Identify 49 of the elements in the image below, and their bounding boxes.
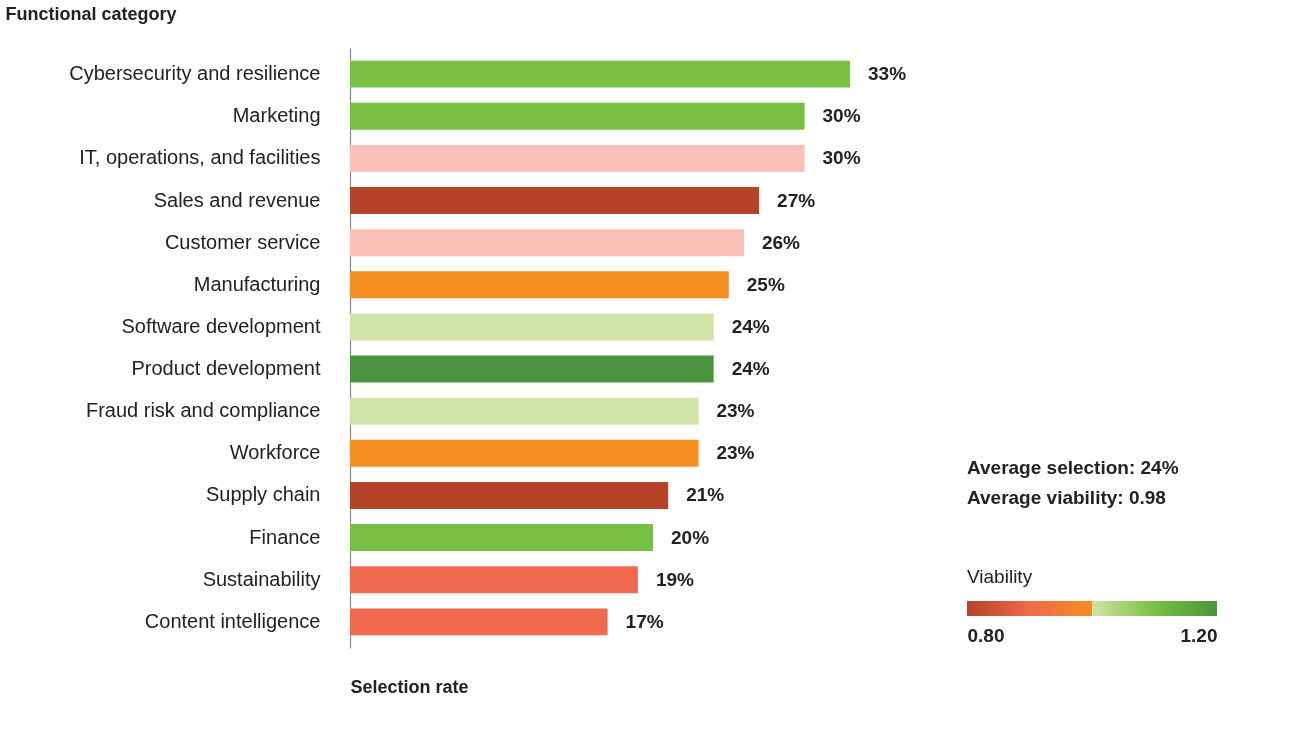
- bar: [350, 187, 760, 215]
- data-label: 25%: [746, 273, 785, 295]
- bar: [350, 144, 805, 172]
- bar: [350, 60, 850, 88]
- data-label: 24%: [731, 358, 770, 380]
- data-label: 23%: [716, 400, 755, 422]
- bar: [350, 439, 699, 467]
- y-tick-label: Marketing: [232, 104, 321, 127]
- y-tick-label: Manufacturing: [193, 272, 321, 295]
- data-label: 27%: [777, 189, 816, 211]
- y-tick-label: Content intelligence: [144, 609, 321, 632]
- y-tick-label: Cybersecurity and resilience: [69, 62, 321, 85]
- bar: [350, 397, 699, 425]
- y-tick-label: Workforce: [229, 441, 321, 464]
- bar: [350, 608, 608, 636]
- color-bar-title: Viability: [967, 566, 1033, 587]
- text: Average viability: 0.98: [967, 487, 1166, 508]
- y-tick-label: Finance: [249, 525, 321, 548]
- data-label: 30%: [822, 105, 861, 127]
- data-label: 33%: [868, 63, 907, 85]
- y-tick-label: Sustainability: [202, 567, 321, 590]
- data-label: 26%: [761, 231, 801, 253]
- bar: [350, 271, 729, 299]
- data-label: 24%: [731, 315, 770, 337]
- y-tick-label: Product development: [131, 357, 321, 380]
- y-tick-label: Sales and revenue: [153, 188, 321, 211]
- y-tick-label: IT, operations, and facilities: [79, 146, 321, 169]
- bar: [350, 481, 669, 509]
- data-label: 20%: [671, 526, 710, 548]
- data-label: 30%: [822, 147, 861, 169]
- bar: [350, 229, 744, 257]
- bar: [350, 524, 654, 552]
- bar: [350, 313, 714, 341]
- x-axis-title: Selection rate: [350, 676, 469, 697]
- bar: [350, 566, 638, 594]
- y-tick-label: Software development: [121, 314, 321, 337]
- bar: [350, 102, 805, 130]
- data-label: 23%: [716, 442, 755, 464]
- y-axis-title: Functional category: [5, 3, 177, 24]
- data-label: 21%: [686, 484, 725, 506]
- bar: [350, 355, 714, 383]
- color-bar-label: 1.20: [1180, 624, 1218, 646]
- data-label: 19%: [655, 568, 695, 590]
- text: Average selection: 24%: [967, 457, 1179, 478]
- color-bar-label: 0.80: [967, 624, 1005, 646]
- y-tick-label: Fraud risk and compliance: [85, 399, 321, 422]
- y-tick-label: Supply chain: [205, 483, 321, 506]
- y-tick-label: Customer service: [164, 230, 321, 253]
- data-label: 17%: [625, 610, 664, 632]
